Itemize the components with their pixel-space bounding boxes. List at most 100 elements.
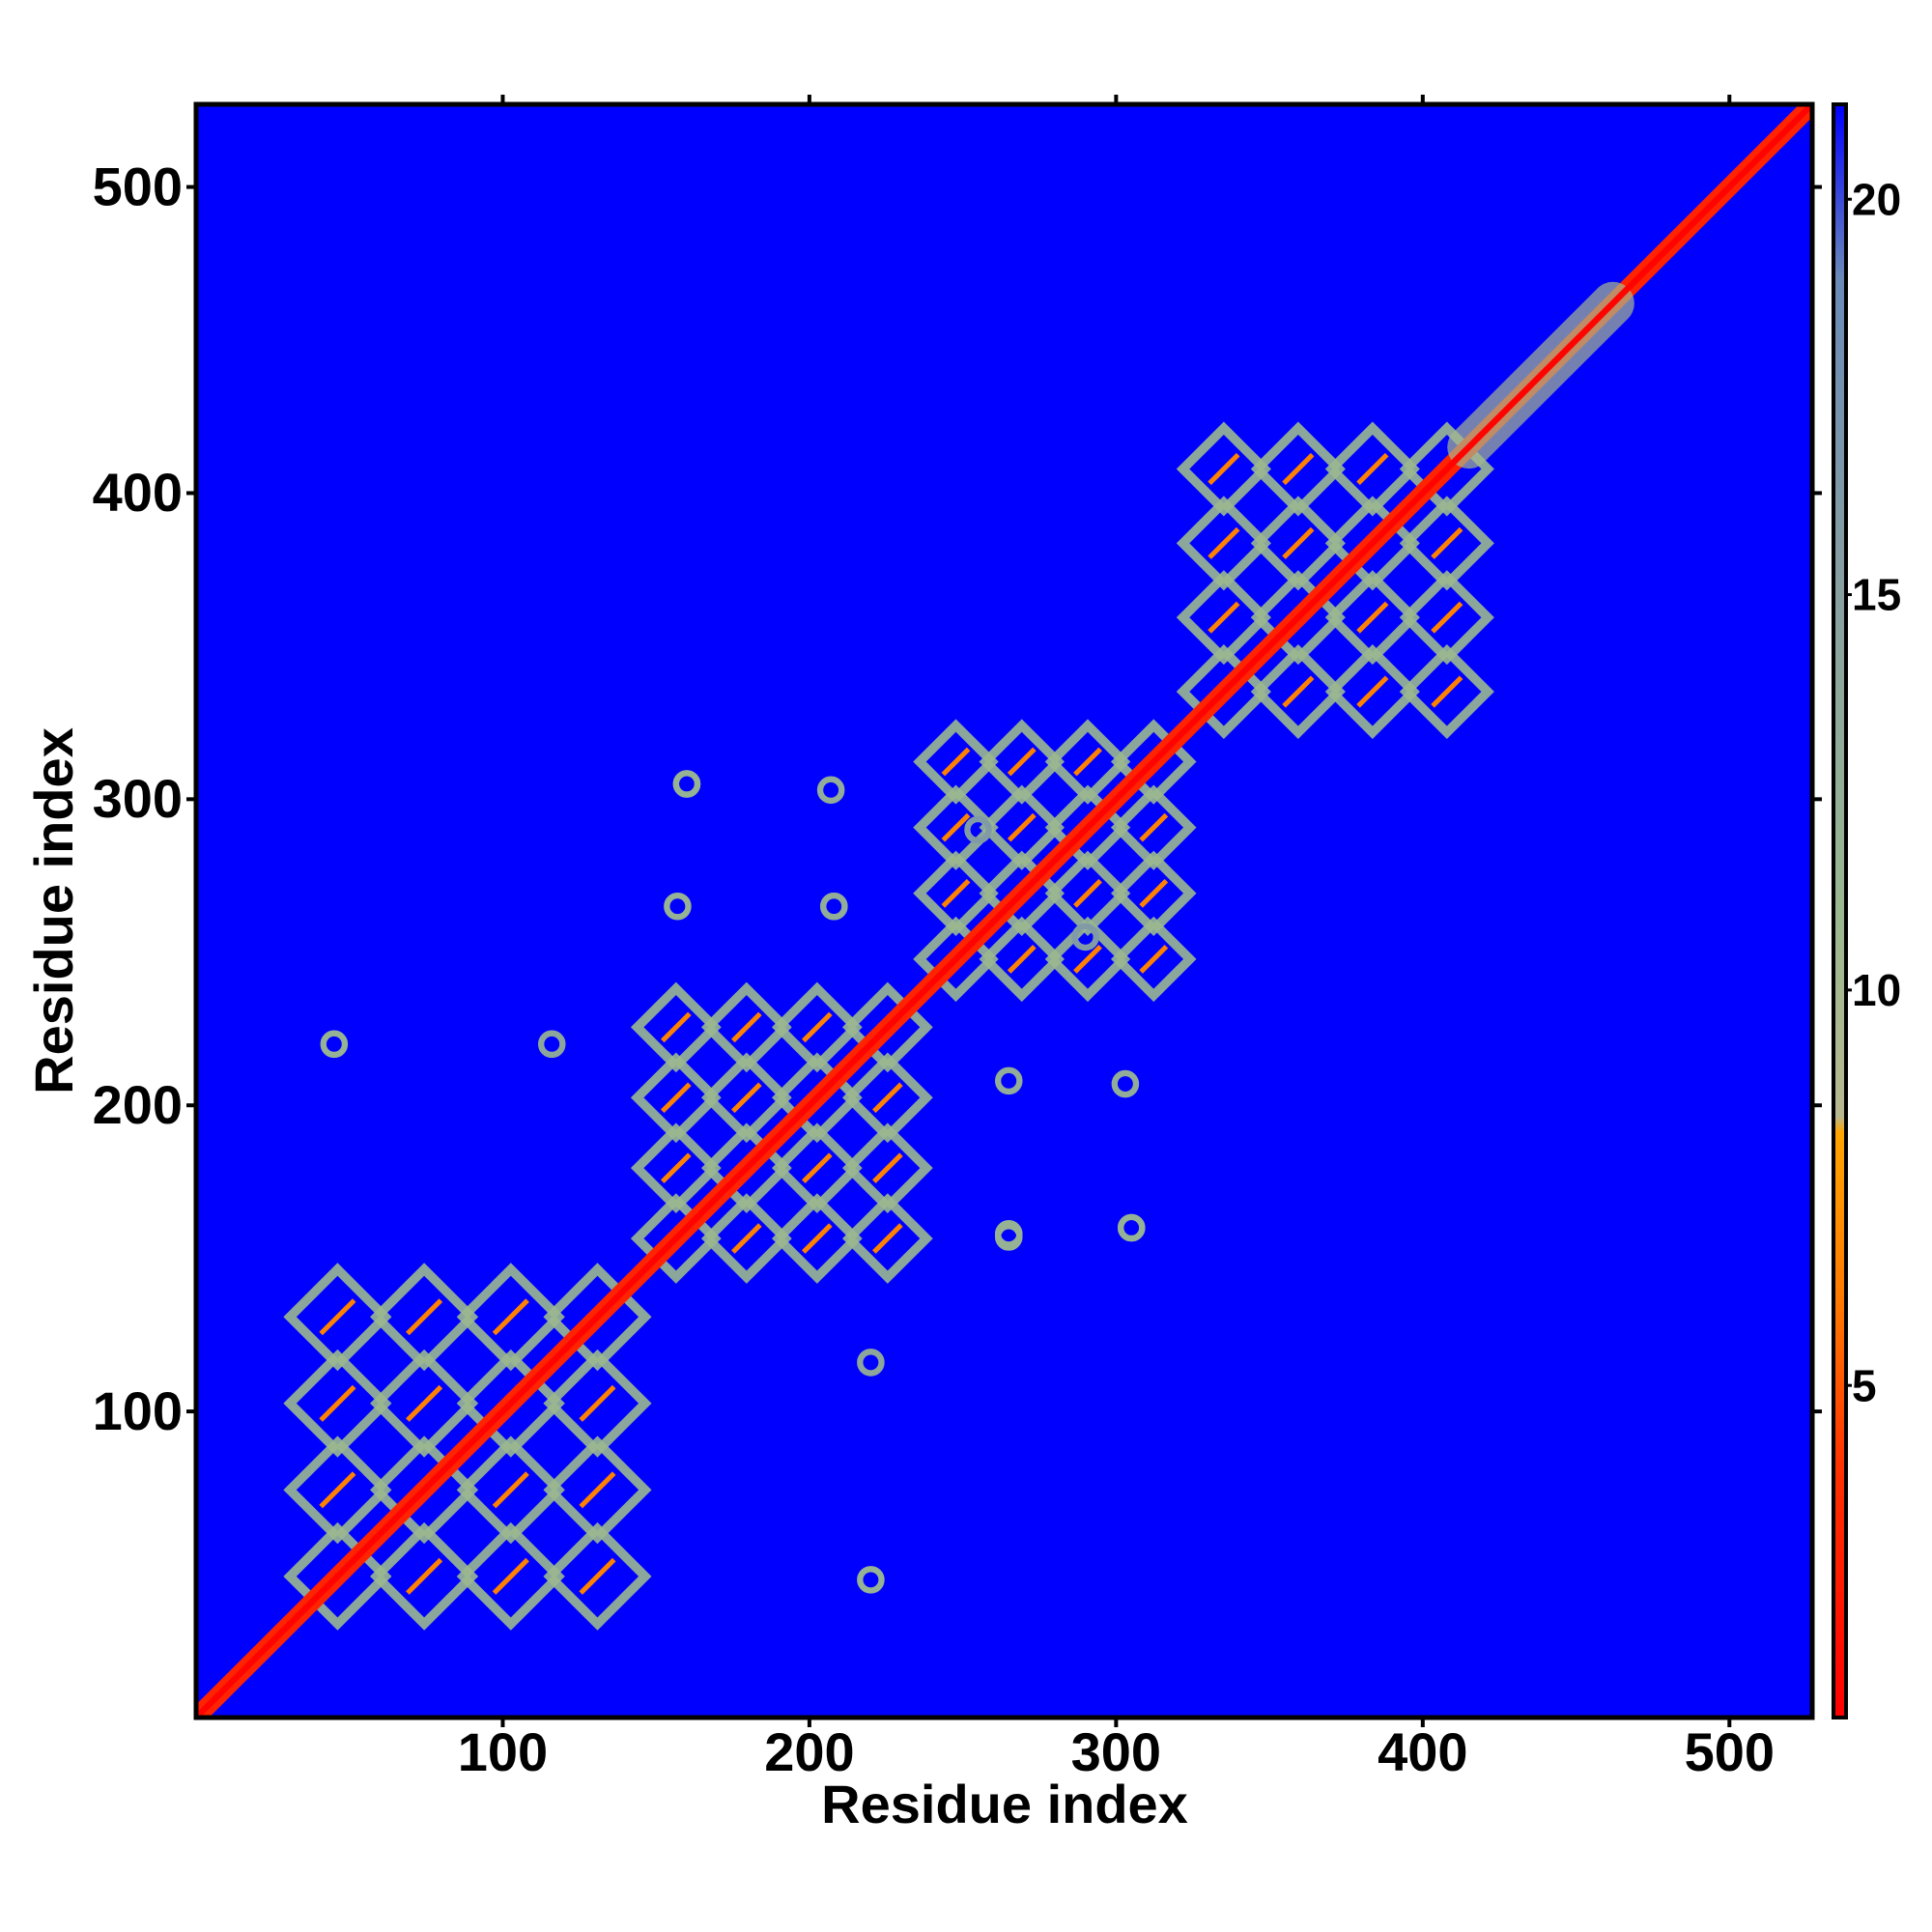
contact-strand (1208, 526, 1240, 559)
contact-ring (1176, 421, 1271, 517)
contact-ring (1044, 850, 1131, 936)
contact-ring (1176, 570, 1271, 666)
y-tick-label: 100 (93, 1380, 183, 1441)
contact-ring (979, 916, 1065, 1003)
diagonal-core (196, 104, 1812, 1718)
contact-strand (1139, 944, 1169, 974)
domain-block (283, 1263, 652, 1631)
contact-strand (1431, 601, 1463, 634)
contact-ring (700, 981, 792, 1073)
contact-ring (913, 719, 999, 805)
contact-strand (579, 1384, 616, 1422)
contact-strand (1208, 452, 1240, 486)
contact-strand (660, 1082, 692, 1114)
contact-ring (456, 1349, 565, 1458)
contact-ring (370, 1521, 479, 1631)
contact-ring (1110, 850, 1197, 936)
contact-ring (1250, 496, 1346, 591)
contact-strand (579, 1557, 616, 1595)
contact-spot (1111, 1069, 1140, 1098)
contact-strand (492, 1557, 529, 1595)
heatmap (196, 104, 1812, 1718)
colorbar-tick-label: 10 (1852, 965, 1901, 1015)
contact-ring (1250, 570, 1346, 666)
contact-ring (283, 1263, 392, 1372)
contact-ring (1324, 570, 1420, 666)
contact-strand (1356, 601, 1389, 634)
contact-spot (537, 1030, 566, 1059)
contact-ring (700, 1193, 792, 1284)
contact-strand (802, 1223, 833, 1254)
contact-strand (872, 1152, 903, 1184)
contact-ring (543, 1349, 652, 1458)
contact-ring (630, 981, 722, 1073)
x-tick-label: 100 (458, 1721, 548, 1782)
contact-ring (1399, 644, 1494, 740)
plot-frame (193, 101, 1815, 1720)
contact-strand (1282, 526, 1315, 559)
x-axis-label: Residue index (821, 1774, 1188, 1834)
contact-ring (1176, 644, 1271, 740)
contact-spot (664, 892, 692, 921)
contact-strand (1007, 747, 1037, 777)
contact-ring (771, 1193, 863, 1284)
contact-strand (660, 1152, 692, 1184)
contact-ring (456, 1435, 565, 1545)
contact-strand (1139, 812, 1169, 842)
contact-strand (730, 1011, 762, 1043)
contact-spot (994, 1220, 1023, 1248)
contact-strand (1431, 675, 1463, 708)
contact-spot (994, 1066, 1023, 1095)
contact-ring (1110, 784, 1197, 870)
contact-ring (841, 1193, 933, 1284)
contact-strand (406, 1298, 443, 1336)
contact-ring (979, 784, 1065, 870)
contact-strand (319, 1298, 356, 1336)
contact-strand (1007, 944, 1037, 974)
contact-ring (979, 719, 1065, 805)
contact-ring (283, 1521, 392, 1631)
contact-strand (1139, 878, 1169, 908)
contact-strand (660, 1011, 692, 1043)
contact-strand (1073, 944, 1102, 974)
contact-strand (941, 878, 971, 908)
contact-ring (1176, 496, 1271, 591)
contact-ring (1399, 421, 1494, 517)
contact-ring (771, 981, 863, 1073)
contact-strand (492, 1298, 529, 1336)
contact-strand (319, 1384, 356, 1422)
contact-ring (1044, 719, 1131, 805)
contact-ring (1324, 496, 1420, 591)
contact-spot (1071, 923, 1099, 952)
contact-strand (1282, 675, 1315, 708)
contact-ring (630, 1122, 722, 1214)
contact-strand (406, 1557, 443, 1595)
contact-strand (1073, 747, 1102, 777)
contact-strand (1356, 675, 1389, 708)
contact-ring (1044, 916, 1131, 1003)
colorbar (1832, 102, 1848, 1719)
contact-strand (872, 1223, 903, 1254)
contact-ring (841, 1052, 933, 1144)
contact-ring (283, 1349, 392, 1458)
contact-ring (1324, 421, 1420, 517)
contact-strand (1282, 452, 1315, 486)
colorbar-tick-label: 20 (1852, 174, 1901, 224)
contact-spot (672, 770, 701, 798)
contact-strand (1073, 878, 1102, 908)
contact-ring (543, 1263, 652, 1372)
x-tick-label: 300 (1071, 1721, 1161, 1782)
contact-ring (370, 1435, 479, 1545)
contact-ring (700, 1052, 792, 1144)
contact-ring (913, 850, 999, 936)
contact-strand (802, 1152, 833, 1184)
contact-ring (1324, 644, 1420, 740)
y-tick-label: 200 (93, 1074, 183, 1135)
y-axis-label: Residue index (23, 727, 84, 1094)
contact-ring (630, 1052, 722, 1144)
contact-ring (1399, 496, 1494, 591)
contact-ring (1250, 644, 1346, 740)
contact-ring (543, 1521, 652, 1631)
x-tick-label: 400 (1378, 1721, 1467, 1782)
contact-spot (857, 1349, 885, 1377)
